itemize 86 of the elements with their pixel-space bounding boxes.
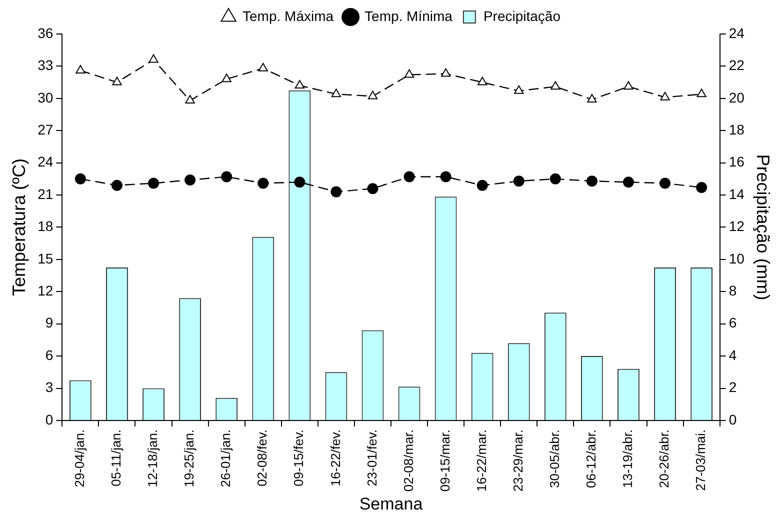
y2-tick-label: 2 [728, 379, 737, 396]
legend-label: Temp. Mínima [364, 8, 453, 24]
y-tick-label: 3 [45, 379, 54, 396]
x-tick-label: 02-08/fev. [254, 429, 270, 486]
x-tick-label: 06-12/abr. [584, 429, 599, 488]
point [696, 88, 706, 98]
x-tick-label: 16-22/fev. [328, 429, 343, 486]
point [112, 76, 122, 86]
point [404, 69, 414, 78]
point [368, 90, 378, 100]
x-tick-label: 19-25/jan. [182, 429, 197, 488]
point [185, 95, 195, 104]
point [550, 81, 560, 90]
point [148, 178, 160, 189]
x-tick-label: 30-05/abr. [546, 429, 562, 488]
point [587, 94, 597, 102]
y2-tick-label: 0 [728, 411, 737, 428]
point [514, 85, 524, 94]
point [550, 173, 561, 184]
point [622, 176, 634, 188]
y2-tick-label: 4 [728, 346, 737, 363]
y2-tick-label: 12 [728, 218, 745, 234]
x-tick-label: 29-04/jan. [72, 429, 88, 488]
y-tick-label: 18 [38, 218, 54, 234]
y2-tick-label: 6 [728, 314, 737, 331]
y-tick-label: 33 [38, 57, 54, 74]
x-tick-label: 02-08/mar. [400, 429, 416, 492]
point [111, 180, 122, 191]
point [696, 182, 708, 194]
x-tick-label: 26-01/jan. [218, 429, 234, 488]
point [258, 178, 269, 189]
y2-tick-label: 16 [728, 154, 745, 170]
y-tick-label: 36 [38, 24, 54, 41]
y-tick-label: 24 [38, 154, 54, 170]
x-tick-label: 05-11/jan. [108, 429, 124, 486]
legend-label: Precipitação [483, 8, 561, 24]
point [586, 176, 598, 187]
point [331, 88, 342, 98]
x-tick-label: 23-29/mar. [510, 429, 526, 492]
point [513, 176, 524, 187]
y-tick-label: 6 [45, 346, 54, 363]
y2-tick-label: 14 [728, 186, 745, 202]
point [221, 171, 232, 182]
legend-label: Temp. Máxima [242, 8, 334, 24]
y-tick-label: 30 [38, 89, 54, 106]
y2-tick-label: 22 [728, 57, 745, 74]
point [660, 92, 670, 100]
point [440, 171, 452, 182]
point [294, 176, 306, 188]
point [258, 62, 268, 72]
point [148, 54, 158, 63]
y-tick-label: 21 [38, 186, 54, 202]
x-tick-label: 13-19/abr. [620, 429, 636, 488]
y-tick-label: 12 [38, 282, 54, 298]
y-tick-label: 15 [38, 250, 54, 266]
y2-tick-label: 8 [728, 282, 737, 298]
point [367, 183, 378, 194]
y2-axis-title: Precipitação (mm) [753, 154, 774, 300]
x-tick-label: 27-03/mai. [693, 429, 708, 491]
point [478, 76, 488, 86]
y2-tick-label: 18 [728, 121, 745, 138]
point [404, 171, 415, 182]
y-tick-label: 27 [38, 121, 54, 138]
point [184, 174, 196, 186]
x-tick-label: 09-15/fev. [291, 429, 306, 486]
point [294, 80, 304, 89]
y-axis-title: Temperatura (ºC) [8, 158, 29, 296]
point [222, 74, 232, 82]
y2-tick-label: 24 [728, 24, 745, 41]
point [476, 180, 488, 191]
x-tick-label: 09-15/mar. [437, 429, 452, 492]
point [660, 178, 671, 189]
y-tick-label: 9 [45, 314, 54, 331]
point [624, 81, 634, 90]
x-tick-label: 23-01/fev. [364, 429, 380, 486]
y2-tick-label: 20 [728, 89, 745, 106]
point [74, 173, 86, 184]
y2-tick-label: 10 [728, 250, 745, 266]
x-tick-label: 20-26/abr. [656, 429, 672, 488]
x-tick-label: 16-22/mar. [474, 429, 489, 492]
point [330, 186, 342, 198]
x-tick-label: 12-18/jan. [145, 429, 160, 488]
point [76, 65, 86, 74]
x-axis-title: Semana [359, 494, 424, 514]
y-tick-label: 0 [45, 411, 54, 428]
point [440, 68, 451, 77]
